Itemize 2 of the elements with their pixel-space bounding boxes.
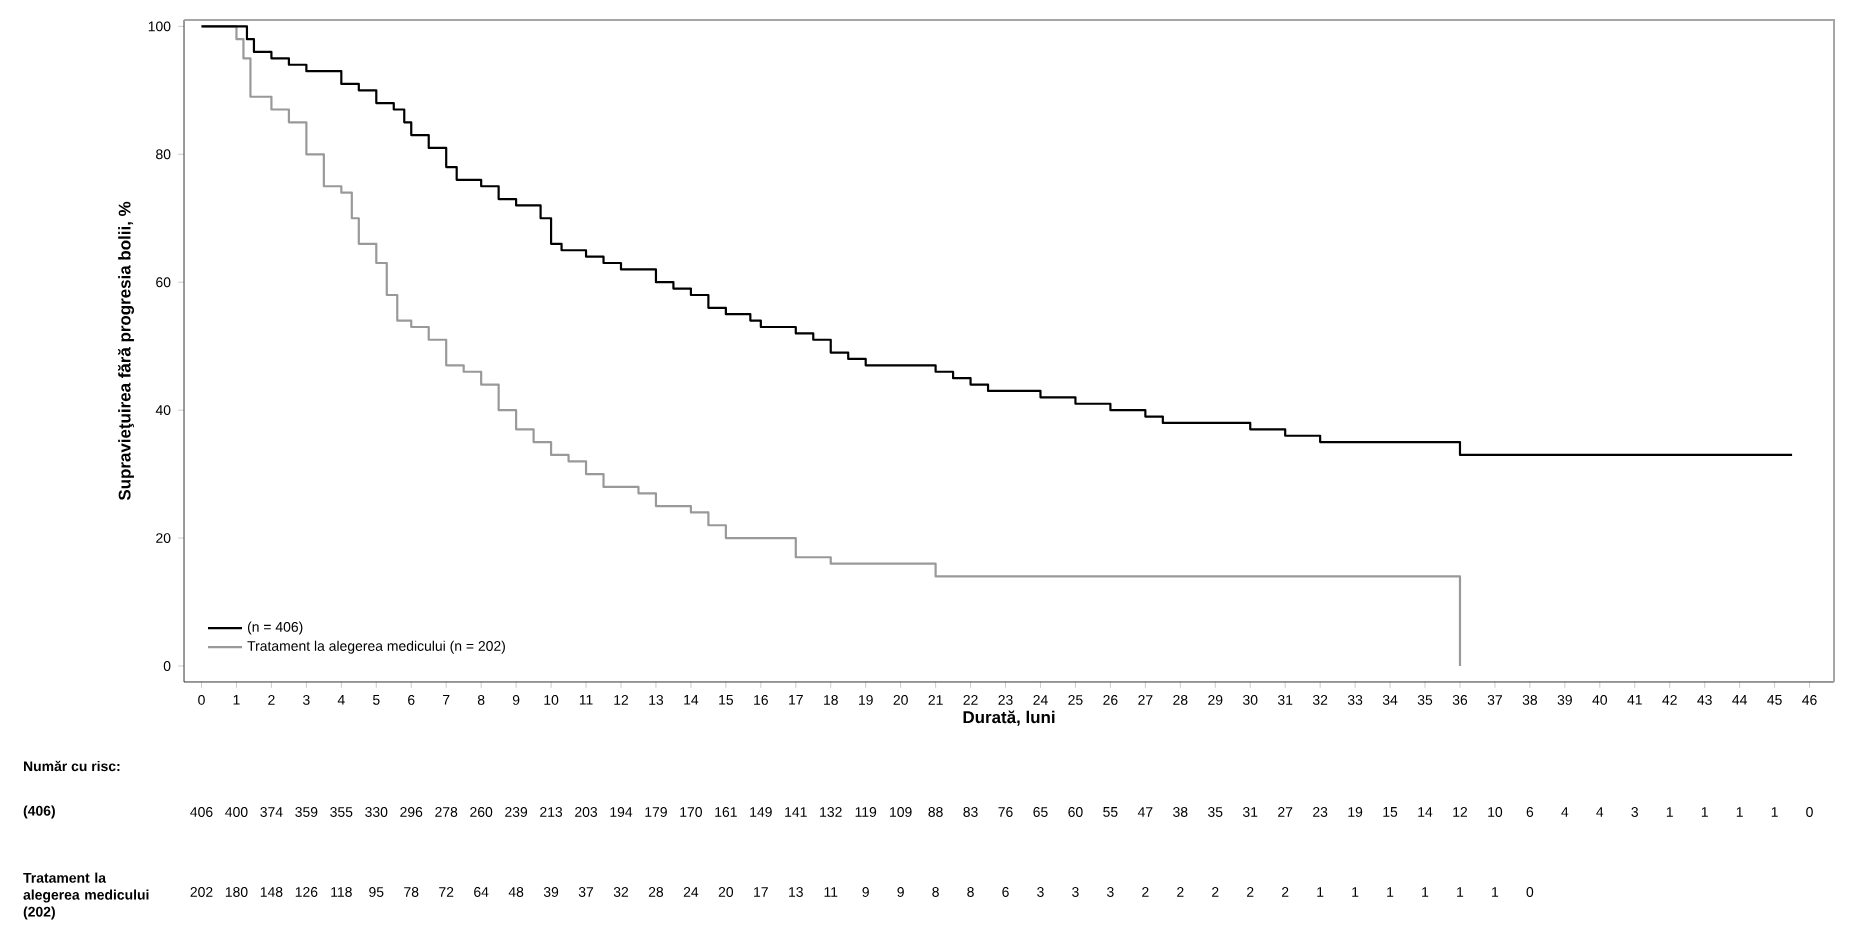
y-axis-title: Supravieţuirea fără progresia bolii, %: [117, 201, 135, 501]
x-axis-title: Durată, luni: [963, 710, 1055, 726]
